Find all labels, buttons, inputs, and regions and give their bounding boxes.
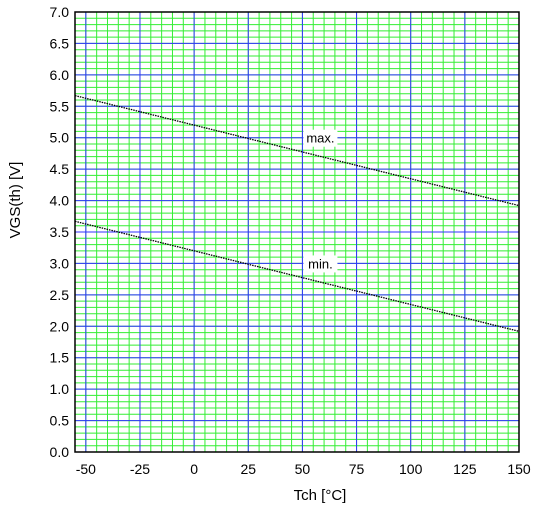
y-tick-label-1: 0.5 xyxy=(50,413,70,429)
y-tick-label-11: 5.5 xyxy=(50,98,70,114)
y-tick-label-7: 3.5 xyxy=(50,224,70,240)
series-layer xyxy=(74,94,520,332)
y-tick-label-13: 6.5 xyxy=(50,35,70,51)
series-line-min xyxy=(74,220,520,332)
y-tick-label-0: 0.0 xyxy=(50,444,70,460)
series-line-max xyxy=(74,94,520,207)
x-axis-title: Tch [°C] xyxy=(294,487,347,504)
y-tick-label-14: 7.0 xyxy=(50,4,70,20)
annotation-max: max. xyxy=(303,129,338,147)
y-tick-label-10: 5.0 xyxy=(50,130,70,146)
x-tick-label-8: 150 xyxy=(507,461,531,477)
x-tick-label-3: 25 xyxy=(240,461,256,477)
annotation-bg xyxy=(303,129,338,147)
y-tick-label-4: 2.0 xyxy=(50,318,70,334)
annotation-text: max. xyxy=(306,131,334,146)
y-axis-title: VGS(th) [V] xyxy=(7,162,24,239)
ticks-layer: -50 -25 0 25 50 75 100 125 150 0.0 0.5 1.0 1.5 2.0 2.5… xyxy=(50,4,531,477)
x-tick-label-1: -25 xyxy=(130,461,150,477)
x-tick-label-5: 75 xyxy=(349,461,365,477)
y-tick-label-6: 3.0 xyxy=(50,255,70,271)
annotation-layer: max. min. xyxy=(303,129,338,273)
plot-frame xyxy=(74,11,520,453)
x-tick-label-7: 125 xyxy=(453,461,477,477)
y-tick-label-3: 1.5 xyxy=(50,350,70,366)
y-tick-label-9: 4.5 xyxy=(50,161,70,177)
x-tick-label-6: 100 xyxy=(399,461,423,477)
x-tick-label-4: 50 xyxy=(295,461,311,477)
y-tick-label-8: 4.0 xyxy=(50,193,70,209)
x-tick-label-2: 0 xyxy=(190,461,198,477)
x-tick-label-0: -50 xyxy=(76,461,96,477)
y-tick-label-2: 1.0 xyxy=(50,381,70,397)
annotation-text: min. xyxy=(308,256,333,271)
y-tick-label-5: 2.5 xyxy=(50,287,70,303)
major-grid xyxy=(75,11,520,453)
annotation-min: min. xyxy=(303,255,338,273)
annotation-bg xyxy=(303,255,338,273)
y-tick-label-12: 6.0 xyxy=(50,67,70,83)
